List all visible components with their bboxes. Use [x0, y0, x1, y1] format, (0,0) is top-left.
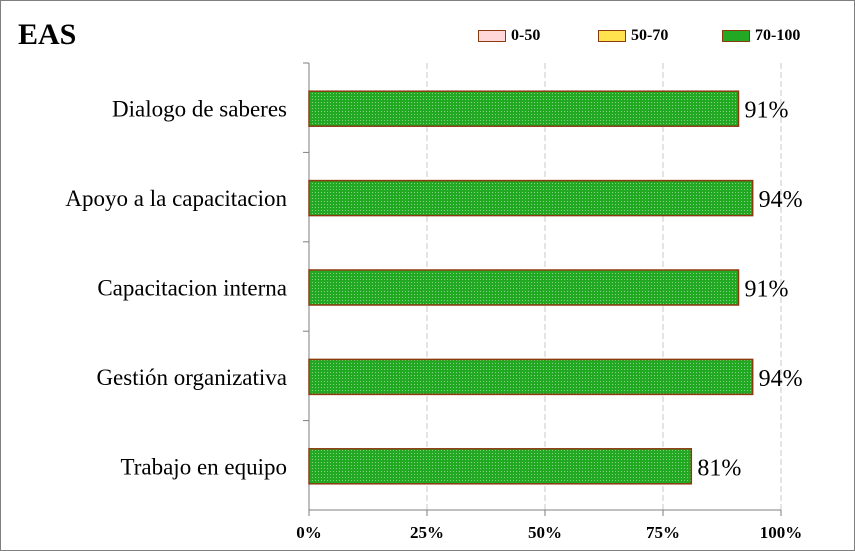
- bar: [308, 358, 754, 396]
- legend-swatch-50-70: [598, 30, 626, 42]
- bar: [308, 90, 740, 127]
- data-label: 94%: [759, 187, 803, 213]
- legend-swatch-0-50: [478, 30, 506, 42]
- x-tick-label: 100%: [760, 523, 803, 542]
- category-label: Capacitacion interna: [97, 276, 287, 301]
- bar: [308, 179, 754, 217]
- category-label: Dialogo de saberes: [112, 97, 287, 122]
- legend-label-70-100: 70-100: [755, 27, 801, 44]
- x-tick-label: 25%: [410, 523, 444, 542]
- legend-swatch-70-100: [722, 30, 750, 42]
- bar: [308, 269, 740, 306]
- category-label: Gestión organizativa: [96, 365, 287, 390]
- category-label: Apoyo a la capacitacion: [65, 186, 287, 211]
- legend-label-50-70: 50-70: [631, 27, 669, 44]
- legend-label-0-50: 0-50: [511, 27, 541, 44]
- data-label: 91%: [745, 98, 789, 124]
- legend-item-50-70: 50-70: [598, 26, 668, 46]
- legend-item-70-100: 70-100: [722, 26, 800, 46]
- data-label: 94%: [759, 366, 803, 392]
- data-label: 81%: [697, 455, 741, 481]
- x-tick-label: 0%: [296, 523, 322, 542]
- legend-item-0-50: 0-50: [478, 26, 540, 46]
- bar: [308, 448, 693, 485]
- category-label: Trabajo en equipo: [120, 454, 287, 479]
- x-tick-label: 50%: [528, 523, 562, 542]
- chart-title: EAS: [18, 18, 77, 51]
- data-label: 91%: [745, 277, 789, 303]
- x-tick-label: 75%: [646, 523, 680, 542]
